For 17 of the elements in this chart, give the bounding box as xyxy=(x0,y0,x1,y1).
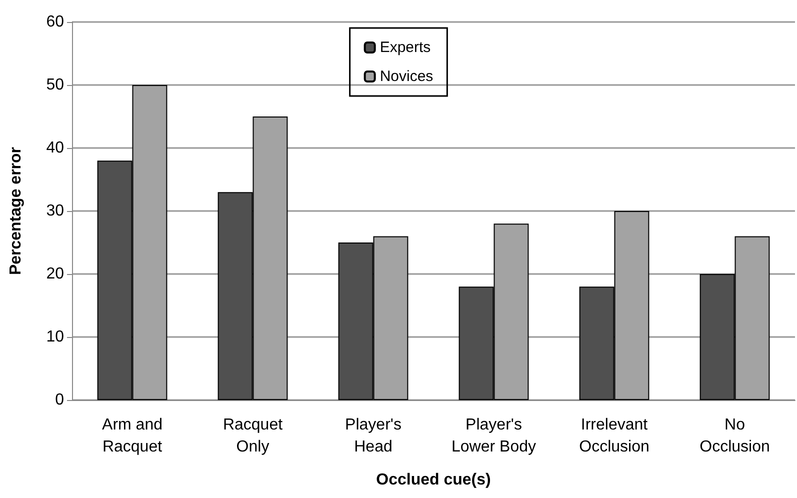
y-tick-label: 30 xyxy=(46,202,64,220)
x-tick-label: Irrelevant Occlusion xyxy=(579,416,650,456)
y-axis-title: Percentage error xyxy=(8,146,24,276)
y-tick-label: 40 xyxy=(46,140,64,156)
x-tick-label: Player's Lower Body xyxy=(452,416,536,456)
y-tick-label: 50 xyxy=(46,76,64,94)
x-tick-label: No Occlusion xyxy=(700,416,770,456)
y-tick-label: 0 xyxy=(55,392,64,408)
y-tick-label: 20 xyxy=(46,266,64,282)
y-tick-label: 10 xyxy=(46,328,64,346)
x-tick-label: Player's Head xyxy=(345,416,402,456)
legend-label: Novices xyxy=(380,68,434,85)
legend-label: Experts xyxy=(380,39,431,56)
x-tick-label: Racquet Only xyxy=(222,416,284,456)
y-tick-label: 60 xyxy=(46,14,64,30)
x-axis-title: Occlued cue(s) xyxy=(376,472,491,488)
x-tick-label: Arm and Racquet xyxy=(102,416,163,456)
